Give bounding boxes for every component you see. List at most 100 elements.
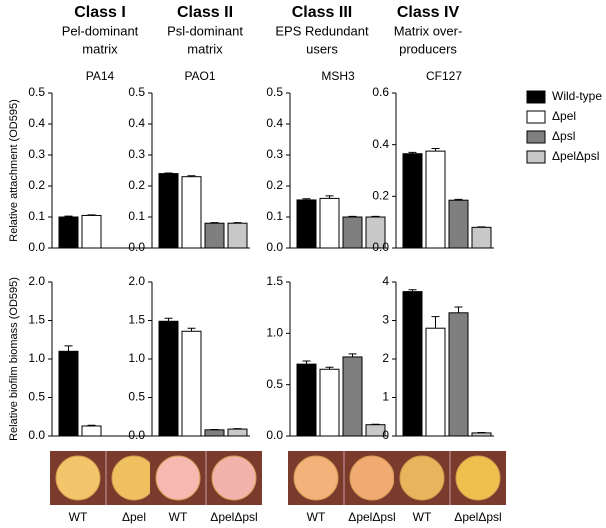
bar [448,312,469,437]
bar [319,197,340,249]
colony-label: WT [307,510,326,524]
error-bar [187,327,196,332]
y-tick-label: 1.0 [266,326,283,340]
colony-label: ΔpelΔpsl [454,510,501,524]
y-tick-label: 0.5 [128,85,145,99]
y-tick-label: 0.5 [266,85,283,99]
class-description: EPS Redundant [275,23,369,38]
legend-label: ΔpelΔpsl [552,149,599,163]
bar [58,350,79,437]
bar [296,363,317,437]
bar [402,291,423,437]
bar [425,327,446,437]
class-title: Class IV [397,4,460,21]
class-description: matrix [82,41,118,56]
y-tick-label: 0.2 [372,189,389,203]
y-tick-label: 0.0 [128,428,145,442]
colony [349,455,395,501]
bar [448,199,469,249]
y-tick-label: 1.0 [128,351,145,365]
error-bar [164,317,173,322]
bar [181,330,202,437]
y-tick-label: 2.0 [28,274,45,288]
y-tick-label: 0.4 [128,116,145,130]
bar [181,176,202,249]
bar [81,425,102,437]
strain-label: PA14 [86,69,115,83]
error-bar [233,222,242,224]
class-description: Matrix over- [394,23,463,38]
y-tick-label: 0 [382,428,389,442]
y-tick-label: 0.3 [128,147,145,161]
bar [471,226,492,249]
legend-swatch [526,90,546,104]
bar [296,199,317,249]
y-tick-label: 0.4 [28,116,45,130]
y-tick-label: 0.5 [28,85,45,99]
y-tick-label: 0.0 [128,240,145,254]
strain-label: MSH3 [321,69,355,83]
y-tick-label: 0.0 [266,428,283,442]
y-tick-label: 0.1 [266,209,283,223]
error-bar [325,366,334,370]
bar [81,214,102,249]
y-tick-label: 2 [382,351,389,365]
class-title: Class III [292,4,352,21]
error-bar [87,424,96,426]
error-bar [64,345,73,352]
error-bar [371,215,380,217]
colony [211,455,257,501]
error-bar [210,222,219,224]
y-tick-label: 0.3 [28,147,45,161]
colony-label: Δpel [122,510,146,524]
y-tick-label: 2.0 [128,274,145,288]
error-bar [348,215,357,217]
strain-label: PAO1 [184,69,215,83]
class-title: Class II [177,4,233,21]
legend-swatch [526,130,546,144]
y-tick-label: 0.4 [372,137,389,151]
colony [111,455,157,501]
y-tick-label: 0.0 [28,240,45,254]
error-bar [477,226,486,228]
bar [58,216,79,249]
error-bar [431,316,440,329]
colony [293,455,339,501]
error-bar [371,423,380,425]
y-tick-label: 1.5 [266,274,283,288]
y-tick-label: 0.3 [266,147,283,161]
legend-label: Wild-type [552,89,602,103]
legend-label: Δpel [552,109,576,123]
error-bar [454,198,463,201]
error-bar [431,148,440,152]
colony [399,455,445,501]
y-tick-label: 3 [382,313,389,327]
y-tick-label: 0.2 [28,178,45,192]
y-tick-label: 0.5 [266,377,283,391]
legend-swatch [526,110,546,124]
class-description: matrix [187,41,223,56]
colony-label: WT [69,510,88,524]
class-description: producers [399,41,457,56]
y-tick-label: 0.0 [372,240,389,254]
bar [342,216,363,249]
y-tick-label: 0.1 [128,209,145,223]
error-bar [64,215,73,217]
y-tick-label: 0.5 [128,390,145,404]
bar [158,320,179,437]
y-tick-label: 0.0 [266,240,283,254]
y-tick-label: 0.6 [372,85,389,99]
colony [155,455,201,501]
y-tick-label: 0.4 [266,116,283,130]
bar [402,153,423,249]
error-bar [302,198,311,200]
bar [204,222,225,249]
y-tick-label: 0.0 [28,428,45,442]
bar [227,428,248,437]
y-tick-label: 1.0 [28,351,45,365]
colony-label: WT [413,510,432,524]
bar [204,429,225,437]
class-title: Class I [74,4,126,21]
strain-label: CF127 [426,69,462,83]
bar [319,368,340,437]
